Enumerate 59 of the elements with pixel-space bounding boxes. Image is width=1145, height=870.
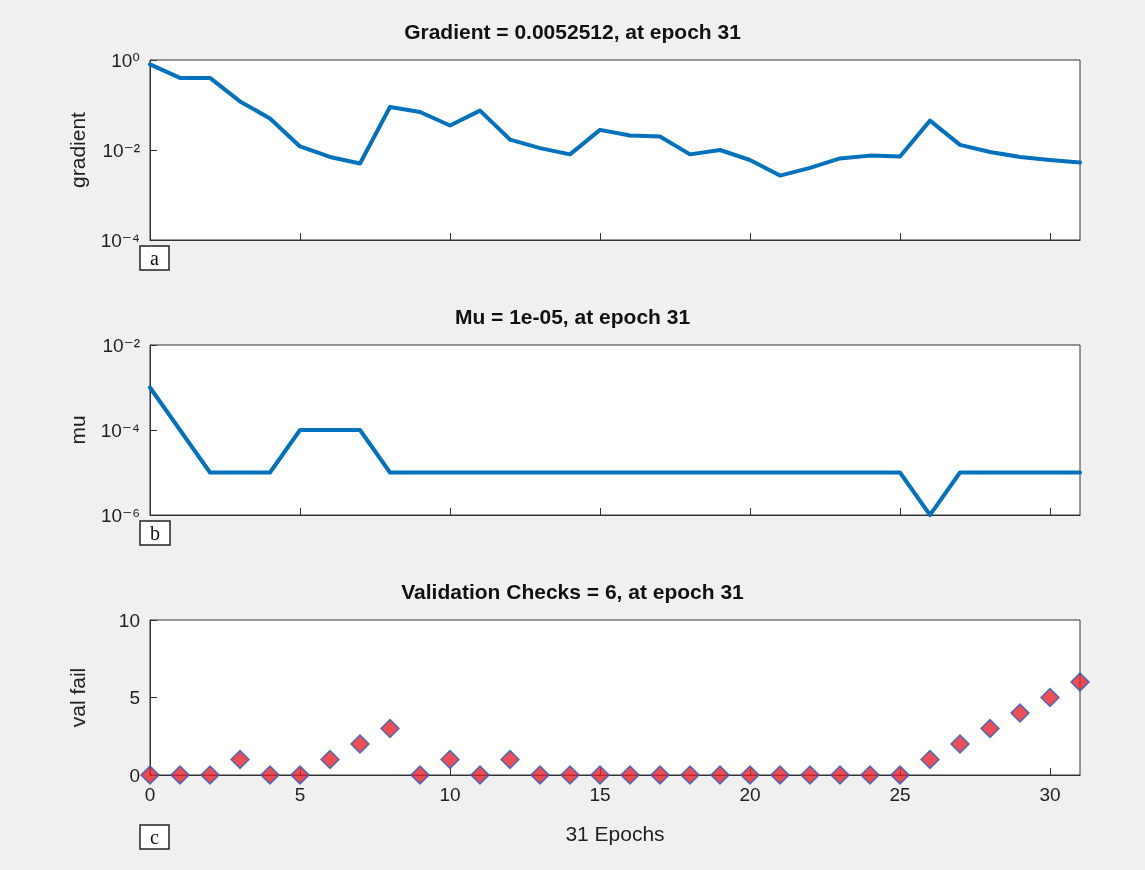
point (830, 765, 850, 785)
y-tick-label: 10⁻⁴ (100, 229, 140, 251)
point (800, 765, 820, 785)
point (560, 765, 580, 785)
x-axis-title: 31 Epochs (565, 822, 665, 845)
text: c (150, 826, 159, 848)
x-tick-label: 15 (589, 784, 611, 805)
point (710, 765, 730, 785)
point (860, 765, 880, 785)
chart-title: Gradient = 0.0052512, at epoch 31 (404, 20, 742, 43)
point (980, 718, 1000, 739)
point (260, 765, 280, 785)
point (1010, 703, 1030, 723)
point (590, 765, 610, 785)
y-tick-label: 5 (129, 687, 140, 708)
point (500, 749, 520, 770)
point (530, 765, 550, 785)
y-tick-label: 10⁻⁴ (100, 419, 140, 441)
x-tick-label: 30 (1039, 784, 1061, 805)
y-axis-title: gradient (66, 111, 89, 188)
point (680, 765, 700, 785)
text: b (150, 522, 160, 544)
point (1070, 672, 1090, 692)
point (1040, 687, 1060, 708)
point (950, 734, 970, 754)
point (920, 749, 940, 770)
y-tick-label: 10⁻² (102, 334, 140, 356)
point (470, 765, 490, 785)
point (320, 749, 340, 770)
y-tick-label: 10⁻⁶ (101, 504, 140, 526)
y-tick-label: 10 (118, 609, 140, 631)
x-tick-label: 5 (294, 784, 306, 805)
text: a (150, 247, 159, 269)
point (620, 765, 640, 785)
point (890, 765, 910, 785)
y-tick-label: 10⁻² (102, 139, 140, 161)
point (650, 765, 670, 785)
point (230, 749, 250, 770)
point (380, 718, 400, 739)
y-axis-title: val fail (66, 667, 89, 728)
x-tick-label: 10 (439, 784, 461, 805)
x-tick-label: 20 (739, 784, 761, 805)
point (200, 765, 220, 785)
line-series (148, 62, 1082, 178)
y-tick-label: 10⁰ (111, 49, 140, 71)
point (740, 765, 760, 785)
x-tick-label: 25 (889, 784, 911, 805)
chart-title: Validation Checks = 6, at epoch 31 (401, 580, 745, 603)
point (440, 749, 460, 770)
chart-title: Mu = 1e-05, at epoch 31 (454, 305, 691, 328)
point (290, 765, 310, 785)
point (170, 765, 190, 785)
point (350, 734, 370, 754)
x-tick-label: 0 (144, 784, 156, 805)
point (410, 765, 430, 785)
point (770, 765, 790, 785)
y-tick-label: 0 (129, 764, 140, 786)
y-axis-title: mu (66, 415, 89, 445)
point (140, 765, 160, 785)
